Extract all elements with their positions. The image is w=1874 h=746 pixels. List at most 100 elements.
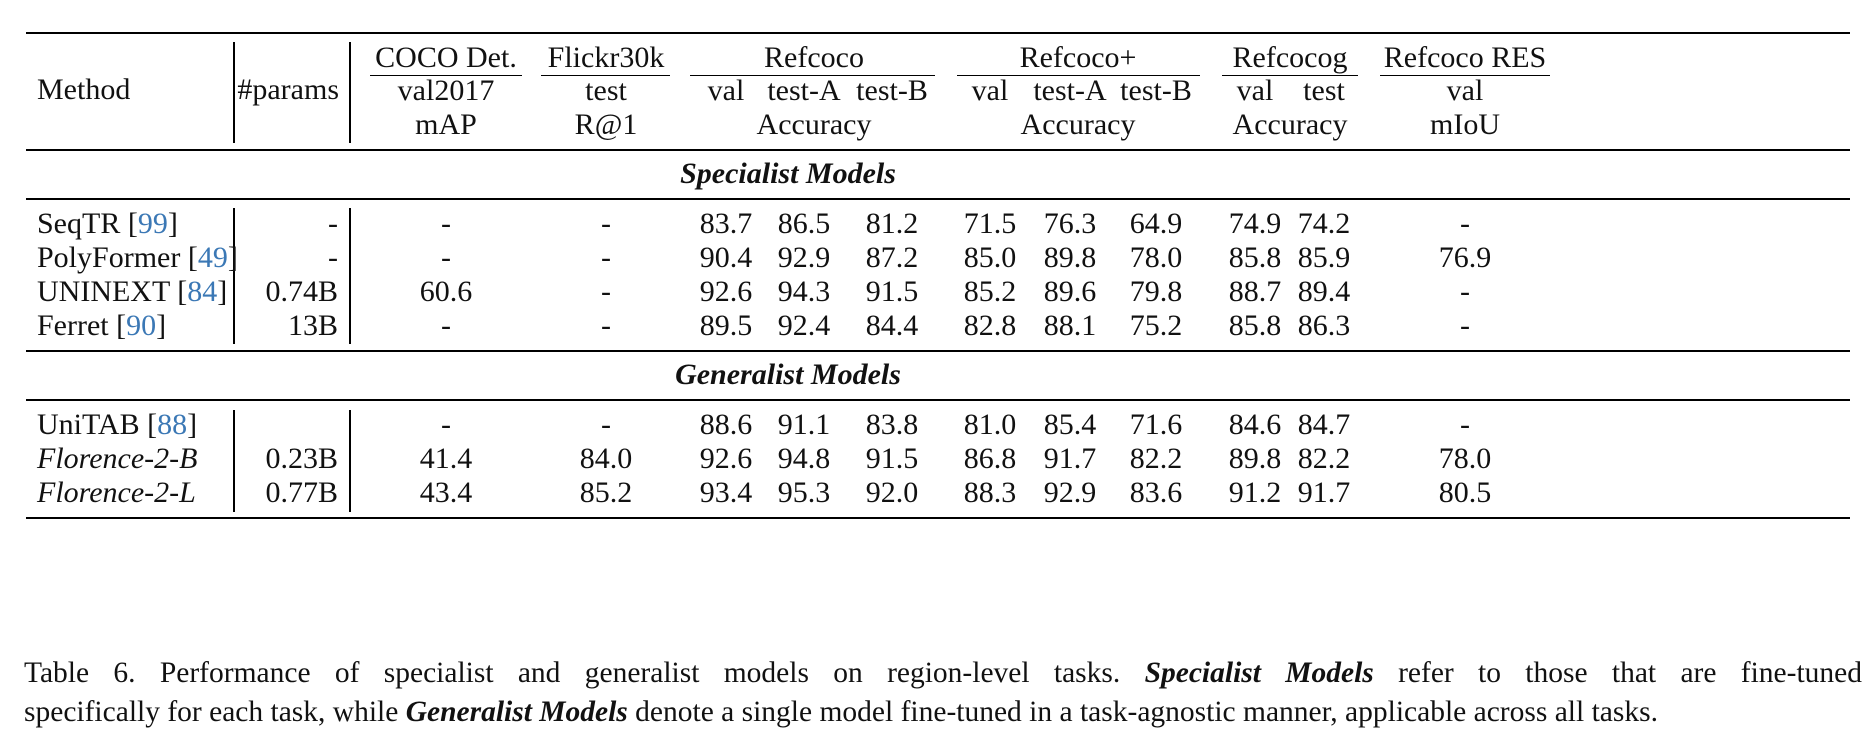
caption-text: denote a single model fine-tuned in a ta… xyxy=(627,696,1658,728)
value-cell: 89.5 xyxy=(699,309,753,342)
header-metric: Accuracy xyxy=(1232,108,1348,141)
value-cell: 82.2 xyxy=(1129,442,1183,475)
value-cell: 60.6 xyxy=(419,275,473,308)
method-name: UNINEXT [84] xyxy=(37,275,228,308)
header-split: test xyxy=(1303,74,1345,107)
citation-link[interactable]: 49 xyxy=(197,241,228,274)
citation-link[interactable]: 99 xyxy=(137,207,168,240)
value-cell: - xyxy=(601,309,611,342)
params-cell: 0.23B xyxy=(265,442,338,475)
method-label: Florence-2-B xyxy=(37,442,198,475)
citation-link[interactable]: 90 xyxy=(126,309,157,342)
value-cell: 94.8 xyxy=(777,442,831,475)
value-cell: 91.5 xyxy=(865,442,919,475)
value-cell: - xyxy=(1460,207,1470,240)
value-cell: 92.0 xyxy=(865,476,919,509)
section-title: Specialist Models xyxy=(680,157,896,190)
value-cell: 85.4 xyxy=(1043,408,1097,441)
header-group-name: Refcoco RES xyxy=(1383,41,1547,74)
table-bottom-rule xyxy=(26,517,1850,520)
citation-link[interactable]: 88 xyxy=(157,408,188,441)
value-cell: 82.2 xyxy=(1297,442,1351,475)
flickr-underline xyxy=(541,75,670,77)
header-split: test-B xyxy=(856,74,928,107)
caption-text: specifically for each task, while xyxy=(24,696,406,728)
header-group-name: COCO Det. xyxy=(375,41,517,74)
value-cell: 84.7 xyxy=(1297,408,1351,441)
header-split: val xyxy=(1446,74,1484,107)
value-cell: 75.2 xyxy=(1129,309,1183,342)
section-title-rule-generalist xyxy=(26,399,1850,401)
value-cell: - xyxy=(441,408,451,441)
params-cell: 0.74B xyxy=(265,275,338,308)
method-label: UniTAB xyxy=(37,408,140,441)
value-cell: 84.6 xyxy=(1228,408,1282,441)
value-cell: 82.8 xyxy=(963,309,1017,342)
header-split: val2017 xyxy=(397,74,495,107)
value-cell: 80.5 xyxy=(1438,476,1492,509)
value-cell: 87.2 xyxy=(865,241,919,274)
value-cell: 84.0 xyxy=(579,442,633,475)
value-cell: - xyxy=(441,241,451,274)
citation-link[interactable]: 84 xyxy=(187,275,218,308)
value-cell: 91.1 xyxy=(777,408,831,441)
value-cell: 89.8 xyxy=(1228,442,1282,475)
column-divider-4 xyxy=(233,410,235,512)
value-cell: 88.7 xyxy=(1228,275,1282,308)
refcocog-underline xyxy=(1222,75,1358,77)
value-cell: 78.0 xyxy=(1438,442,1492,475)
method-label: SeqTR xyxy=(37,207,121,240)
value-cell: - xyxy=(441,207,451,240)
params-cell: - xyxy=(328,241,338,274)
value-cell: 91.2 xyxy=(1228,476,1282,509)
value-cell: 88.1 xyxy=(1043,309,1097,342)
value-cell: - xyxy=(601,241,611,274)
column-divider-2 xyxy=(233,208,235,344)
method-name: Florence-2-L xyxy=(37,476,196,510)
value-cell: 91.7 xyxy=(1043,442,1097,475)
value-cell: 86.3 xyxy=(1297,309,1351,342)
header-bottom-rule xyxy=(26,149,1850,151)
column-divider-0 xyxy=(233,42,235,143)
value-cell: 85.8 xyxy=(1228,241,1282,274)
value-cell: 81.0 xyxy=(963,408,1017,441)
table-top-rule xyxy=(26,32,1850,35)
value-cell: 78.0 xyxy=(1129,241,1183,274)
caption-emphasis: Generalist Models xyxy=(405,696,628,728)
value-cell: 89.8 xyxy=(1043,241,1097,274)
value-cell: 92.9 xyxy=(777,241,831,274)
value-cell: 76.3 xyxy=(1043,207,1097,240)
value-cell: - xyxy=(601,207,611,240)
header-split: test xyxy=(585,74,627,107)
value-cell: 91.7 xyxy=(1297,476,1351,509)
value-cell: 83.8 xyxy=(865,408,919,441)
value-cell: 92.6 xyxy=(699,275,753,308)
value-cell: 89.6 xyxy=(1043,275,1097,308)
header-metric: Accuracy xyxy=(1020,108,1136,141)
section-title: Generalist Models xyxy=(675,358,901,391)
value-cell: - xyxy=(1460,408,1470,441)
value-cell: 83.6 xyxy=(1129,476,1183,509)
header-group-name: Refcoco xyxy=(764,41,864,74)
header-params: #params xyxy=(237,73,339,106)
caption-line: specifically for each task, while Genera… xyxy=(24,693,1862,732)
header-metric: Accuracy xyxy=(756,108,872,141)
params-cell: 13B xyxy=(287,309,338,342)
value-cell: 95.3 xyxy=(777,476,831,509)
value-cell: 74.9 xyxy=(1228,207,1282,240)
value-cell: 85.2 xyxy=(579,476,633,509)
method-name: Florence-2-B xyxy=(37,442,197,476)
value-cell: 92.6 xyxy=(699,442,753,475)
value-cell: 86.8 xyxy=(963,442,1017,475)
value-cell: 85.8 xyxy=(1228,309,1282,342)
table-caption: Table 6. Performance of specialist and g… xyxy=(24,654,1862,732)
value-cell: 94.3 xyxy=(777,275,831,308)
header-split: test-A xyxy=(767,74,841,107)
method-label: PolyFormer xyxy=(37,241,181,274)
value-cell: 81.2 xyxy=(865,207,919,240)
params-cell: - xyxy=(328,207,338,240)
value-cell: 41.4 xyxy=(419,442,473,475)
value-cell: 71.6 xyxy=(1129,408,1183,441)
caption-emphasis: Specialist Models xyxy=(1144,657,1374,689)
